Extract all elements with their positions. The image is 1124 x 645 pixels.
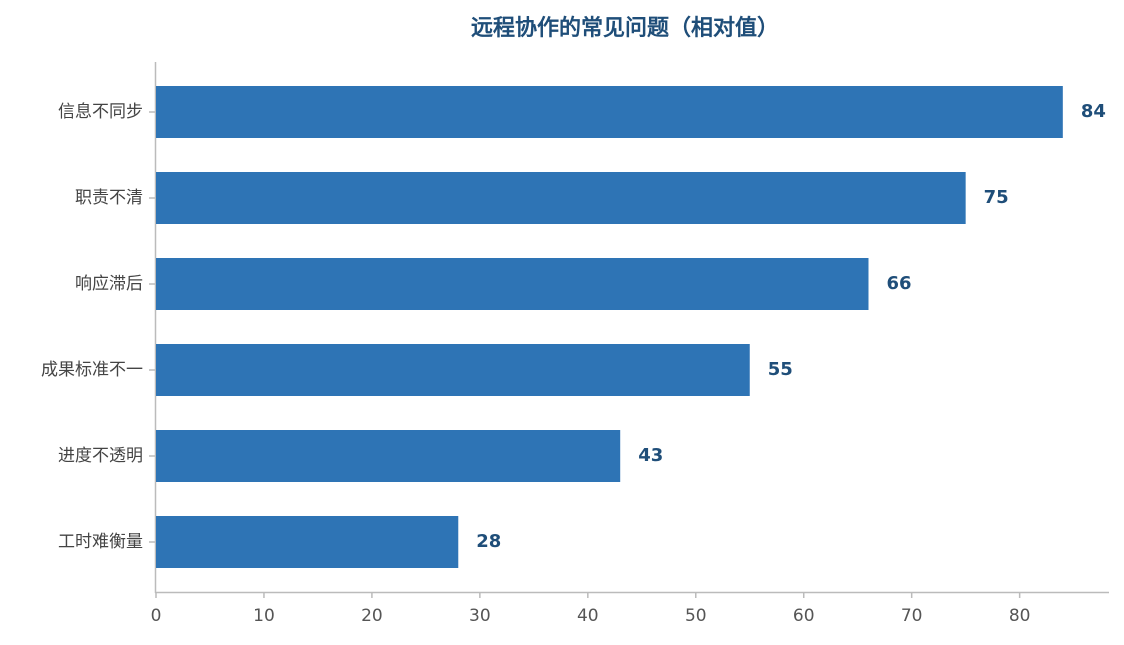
bar [156, 258, 869, 310]
x-tick-label: 70 [901, 606, 923, 626]
y-tick-label: 成果标准不一 [41, 360, 143, 380]
bar [156, 430, 621, 482]
x-tick-label: 0 [151, 606, 162, 626]
x-tick-label: 20 [361, 606, 383, 626]
y-tick-label: 响应滞后 [75, 274, 143, 294]
chart-title: 远程协作的常见问题（相对值） [471, 15, 779, 41]
bar [156, 172, 966, 224]
value-label: 55 [768, 359, 793, 380]
value-label: 28 [476, 531, 501, 552]
x-tick-label: 80 [1009, 606, 1031, 626]
x-tick-label: 50 [685, 606, 707, 626]
x-tick-label: 10 [253, 606, 275, 626]
y-tick-label: 职责不清 [75, 188, 143, 208]
x-tick-label: 60 [793, 606, 815, 626]
y-tick-label: 工时难衡量 [58, 532, 143, 552]
value-label: 66 [887, 273, 912, 294]
value-label: 75 [984, 187, 1009, 208]
bar [156, 86, 1063, 138]
y-tick-label: 信息不同步 [58, 102, 143, 122]
value-label: 84 [1081, 101, 1106, 122]
value-label: 43 [638, 445, 663, 466]
bar [156, 516, 459, 568]
x-tick-label: 30 [469, 606, 491, 626]
bar [156, 344, 750, 396]
y-tick-label: 进度不透明 [58, 446, 143, 466]
x-tick-label: 40 [577, 606, 599, 626]
